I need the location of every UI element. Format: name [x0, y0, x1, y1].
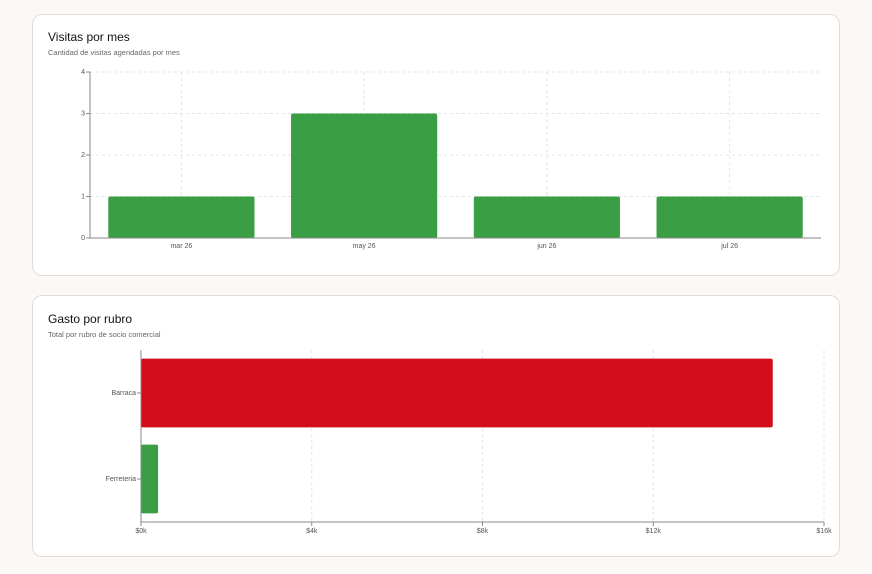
bar	[291, 113, 438, 238]
bar	[473, 196, 620, 238]
y-tick-label: 3	[81, 110, 85, 117]
y-tick-label: 0	[81, 235, 85, 242]
y-tick-label: Ferreteria	[106, 476, 136, 483]
chart-title: Gasto por rubro	[48, 312, 132, 326]
bar	[141, 444, 159, 514]
y-tick-label: 4	[81, 69, 85, 76]
y-tick-label: 2	[81, 152, 85, 159]
chart-subtitle: Total por rubro de socio comercial	[48, 330, 161, 339]
x-tick-label: $8k	[477, 528, 489, 535]
x-tick-label: mar 26	[170, 243, 192, 250]
x-tick-label: jul 26	[720, 243, 738, 250]
chart-subtitle: Cantidad de visitas agendadas por mes	[48, 48, 180, 57]
x-tick-label: $12k	[646, 528, 662, 535]
bar	[141, 358, 773, 428]
y-tick-label: 1	[81, 193, 85, 200]
x-tick-label: $4k	[306, 528, 318, 535]
x-tick-label: $16k	[816, 528, 832, 535]
x-tick-label: may 26	[353, 243, 376, 250]
x-tick-label: $0k	[135, 528, 147, 535]
y-tick-label: Barraca	[111, 390, 136, 397]
chart-title: Visitas por mes	[48, 30, 130, 44]
x-tick-label: jun 26	[536, 243, 556, 250]
bar	[108, 196, 255, 238]
bar	[656, 196, 803, 238]
